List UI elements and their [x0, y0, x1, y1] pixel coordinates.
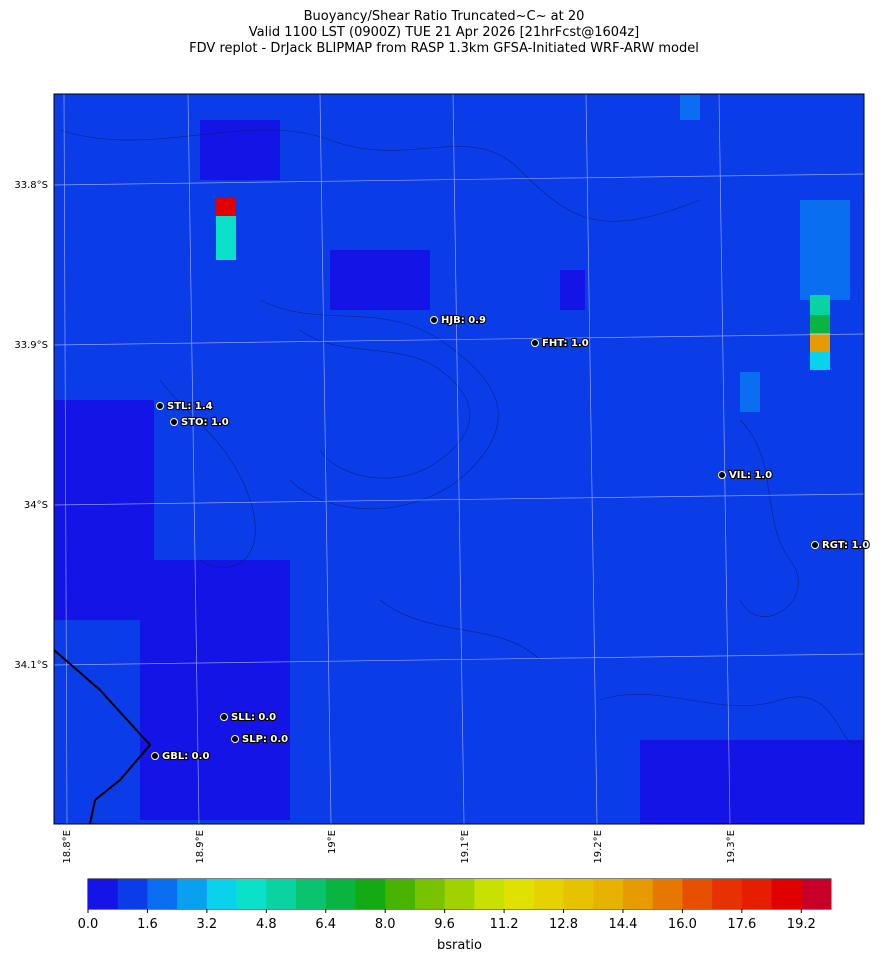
station-label: RGT: 1.0 — [822, 540, 869, 551]
lat-label: 34°S — [24, 500, 48, 511]
colorbar-swatch — [593, 879, 624, 909]
lat-label: 33.8°S — [14, 180, 48, 191]
colorbar-swatch — [88, 879, 119, 909]
colorbar-swatch — [563, 879, 594, 909]
station-label: FHT: 1.0 — [542, 338, 589, 349]
colorbar-swatch — [533, 879, 565, 909]
colorbar-tick-label: 16.0 — [668, 917, 697, 932]
colorbar-swatch — [712, 879, 743, 909]
colorbar-tick-label: 14.4 — [608, 917, 637, 932]
colorbar-swatch — [741, 879, 773, 909]
cell — [54, 400, 154, 620]
cell — [800, 200, 850, 300]
station-label: SLL: 0.0 — [231, 712, 276, 723]
station-label: HJB: 0.9 — [441, 315, 486, 326]
colorbar-swatch — [622, 879, 654, 909]
colorbar-swatch — [206, 879, 238, 909]
lon-label: 19°E — [327, 830, 338, 854]
cell — [140, 560, 290, 820]
cell — [200, 120, 280, 180]
lat-label: 33.9°S — [14, 340, 48, 351]
station-marker — [151, 752, 159, 760]
colorbar-tick-label: 11.2 — [490, 917, 519, 932]
colorbar-swatch — [801, 879, 832, 909]
station-marker — [430, 316, 438, 324]
colorbar-swatch — [177, 879, 208, 909]
colorbar-tick-label: 3.2 — [197, 917, 218, 932]
station-label: STO: 1.0 — [181, 417, 229, 428]
colorbar-tick-label: 1.6 — [137, 917, 158, 932]
colorbar-swatch — [236, 879, 267, 909]
station-marker — [170, 418, 178, 426]
cell — [216, 198, 236, 216]
station-marker — [231, 735, 239, 743]
lon-label: 19.3°E — [726, 830, 737, 864]
colorbar-tick-label: 8.0 — [375, 917, 396, 932]
colorbar-swatch — [414, 879, 446, 909]
coastline — [53, 649, 152, 825]
map-frame — [53, 93, 865, 825]
colorbar-swatch — [444, 879, 475, 909]
colorbar-swatch — [385, 879, 416, 909]
colorbar-tick-label: 6.4 — [315, 917, 336, 932]
colorbar-swatch — [504, 879, 535, 909]
colorbar-swatch — [325, 879, 356, 909]
cell — [640, 740, 864, 824]
lon-label: 18.8°E — [62, 830, 73, 864]
station-label: GBL: 0.0 — [162, 751, 209, 762]
cell — [560, 270, 585, 310]
station-marker — [220, 713, 228, 721]
station-marker — [811, 541, 819, 549]
station-label: SLP: 0.0 — [242, 734, 288, 745]
colorbar-swatch — [296, 879, 327, 909]
cell — [810, 352, 830, 370]
colorbar-swatch — [355, 879, 386, 909]
colorbar-swatch — [682, 879, 713, 909]
colorbar-tick-label: 17.6 — [727, 917, 756, 932]
graticule — [53, 93, 865, 825]
colorbar-swatch — [474, 879, 505, 909]
colorbar-swatch — [771, 879, 802, 909]
cell — [740, 372, 760, 412]
lon-label: 18.9°E — [195, 830, 206, 864]
colorbar-label: bsratio — [437, 938, 482, 953]
title-line: FDV replot - DrJack BLIPMAP from RASP 1.… — [189, 41, 699, 56]
title-line: Valid 1100 LST (0900Z) TUE 21 Apr 2026 [… — [249, 25, 640, 40]
colorbar-swatch — [652, 879, 683, 909]
station-marker — [156, 402, 164, 410]
station-label: VIL: 1.0 — [729, 470, 772, 481]
station-marker — [718, 471, 726, 479]
colorbar-tick-label: 12.8 — [549, 917, 578, 932]
cell — [810, 295, 830, 315]
colorbar-tick-label: 9.6 — [434, 917, 455, 932]
cell — [330, 250, 430, 310]
station-marker — [531, 339, 539, 347]
cell — [680, 95, 700, 120]
colorbar-swatch — [147, 879, 178, 909]
title-line: Buoyancy/Shear Ratio Truncated~C~ at 20 — [304, 9, 585, 24]
colorbar-tick-label: 4.8 — [256, 917, 277, 932]
colorbar-swatch — [266, 879, 297, 909]
cell — [810, 333, 830, 353]
colorbar-tick-label: 19.2 — [787, 917, 816, 932]
cell — [810, 315, 830, 335]
terrain-contours — [59, 129, 861, 744]
lon-label: 19.1°E — [460, 830, 471, 864]
lat-label: 34.1°S — [14, 660, 48, 671]
lon-label: 19.2°E — [593, 830, 604, 864]
colorbar-tick-label: 0.0 — [78, 917, 99, 932]
station-label: STL: 1.4 — [167, 401, 213, 412]
colorbar-swatch — [117, 879, 148, 909]
